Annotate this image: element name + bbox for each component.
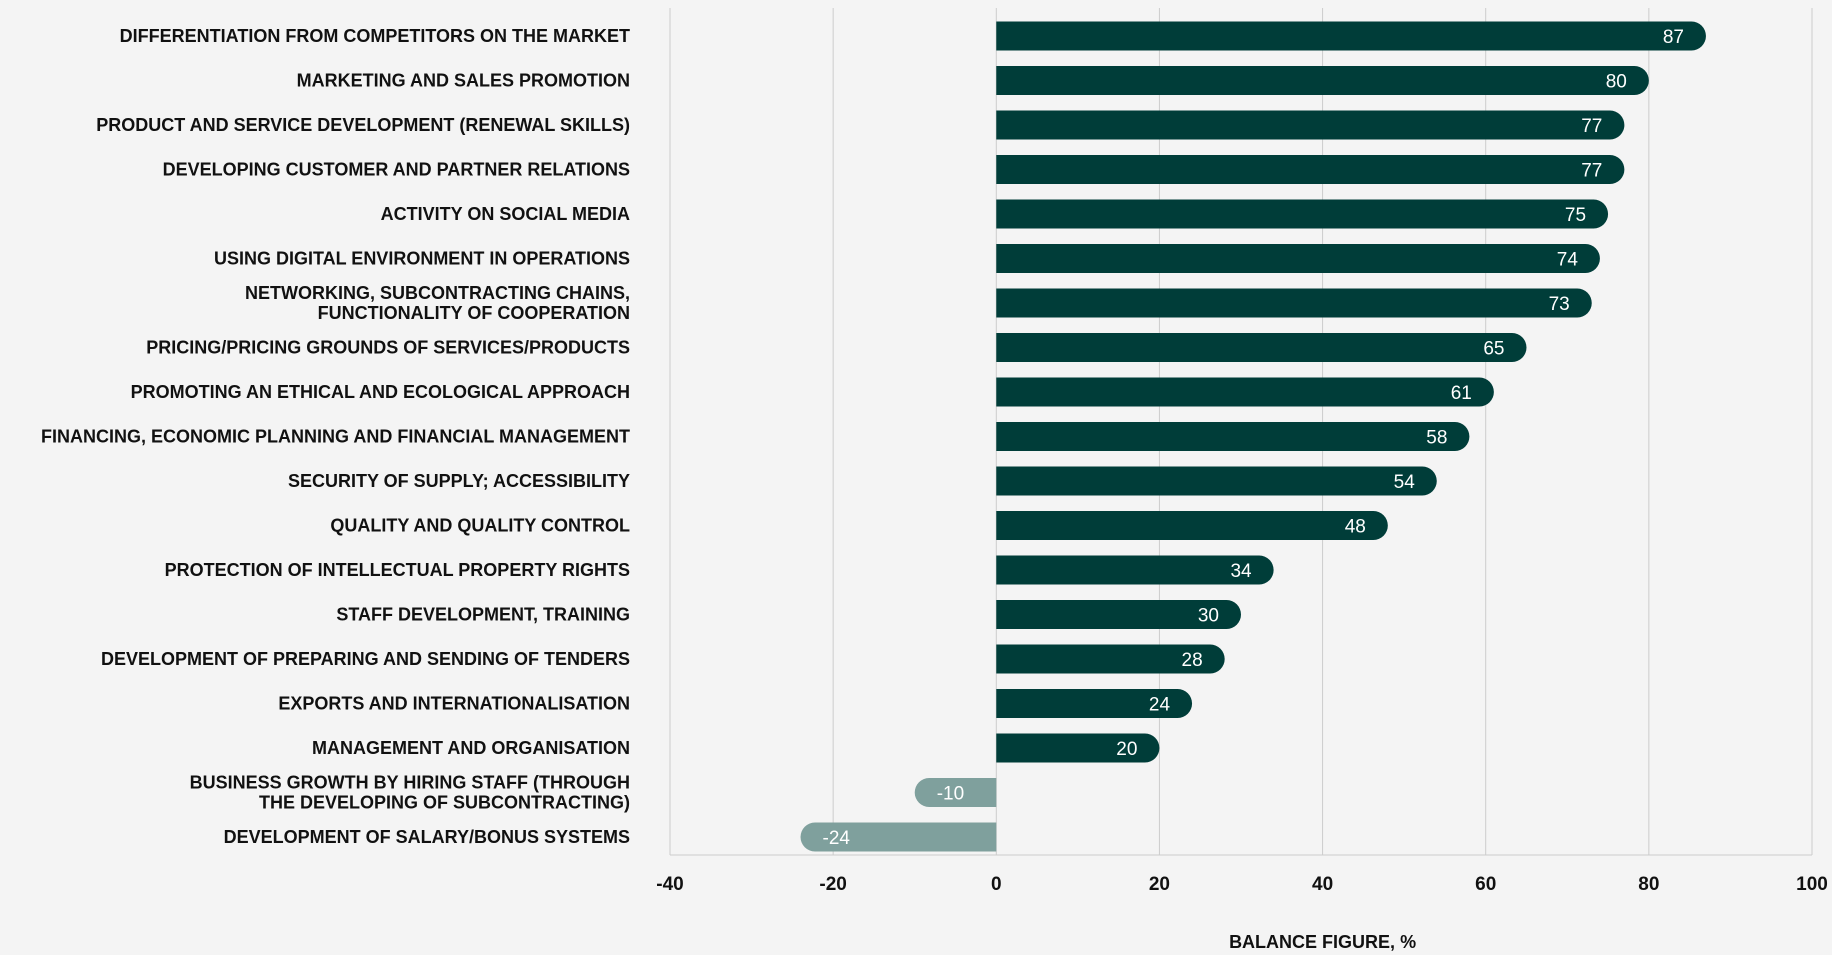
x-tick-label: 40 [1312, 874, 1333, 895]
category-label-line: DIFFERENTIATION FROM COMPETITORS ON THE … [120, 26, 630, 46]
category-label-line: NETWORKING, SUBCONTRACTING CHAINS, [245, 283, 630, 303]
bar-value-label: 34 [1230, 561, 1252, 582]
bar-value-label: 65 [1483, 339, 1504, 360]
bar [996, 155, 1625, 184]
category-label-line: MANAGEMENT AND ORGANISATION [312, 738, 630, 758]
bar [996, 644, 1225, 674]
category-label: USING DIGITAL ENVIRONMENT IN OPERATIONS [214, 249, 630, 269]
bar [996, 244, 1600, 273]
category-label: DEVELOPMENT OF PREPARING AND SENDING OF … [101, 649, 630, 669]
category-labels: DIFFERENTIATION FROM COMPETITORS ON THE … [41, 26, 630, 847]
bar-value-label: 24 [1149, 695, 1171, 716]
bar [996, 377, 1494, 407]
category-label-line: PROMOTING AN ETHICAL AND ECOLOGICAL APPR… [131, 382, 630, 402]
bar-value-label: 74 [1557, 250, 1579, 271]
bar [996, 422, 1470, 451]
x-tick-label: 100 [1796, 874, 1828, 895]
category-label: DEVELOPING CUSTOMER AND PARTNER RELATION… [163, 160, 630, 180]
category-label-line: DEVELOPMENT OF PREPARING AND SENDING OF … [101, 649, 630, 669]
bar-value-label: 77 [1581, 116, 1602, 137]
category-label: PROTECTION OF INTELLECTUAL PROPERTY RIGH… [165, 560, 630, 580]
bar [996, 600, 1241, 629]
bar-value-label: 73 [1549, 294, 1570, 315]
category-label: SECURITY OF SUPPLY; ACCESSIBILITY [288, 471, 630, 491]
bar-value-label: 77 [1581, 161, 1602, 182]
bar-value-label: 54 [1394, 472, 1416, 493]
bar [996, 21, 1706, 51]
category-label: STAFF DEVELOPMENT, TRAINING [336, 605, 630, 625]
bar-value-label: 30 [1198, 606, 1219, 627]
bar [996, 333, 1527, 362]
category-label-line: FUNCTIONALITY OF COOPERATION [318, 303, 630, 323]
bar [996, 66, 1649, 95]
category-label: MANAGEMENT AND ORGANISATION [312, 738, 630, 758]
category-label: DIFFERENTIATION FROM COMPETITORS ON THE … [120, 26, 630, 46]
category-label: EXPORTS AND INTERNATIONALISATION [278, 694, 630, 714]
x-tick-label: 20 [1149, 874, 1170, 895]
category-label-line: FINANCING, ECONOMIC PLANNING AND FINANCI… [41, 427, 630, 447]
category-label: DEVELOPMENT OF SALARY/BONUS SYSTEMS [224, 827, 630, 847]
x-tick-label: 60 [1475, 874, 1496, 895]
bar-value-label: 48 [1345, 517, 1366, 538]
bar [996, 110, 1625, 140]
bar-value-label: 58 [1426, 428, 1447, 449]
x-tick-label: -20 [819, 874, 846, 895]
category-label-line: STAFF DEVELOPMENT, TRAINING [336, 605, 630, 625]
bar [996, 733, 1160, 763]
bar-value-label: 61 [1451, 383, 1472, 404]
bar [996, 555, 1274, 585]
bar-value-label: 28 [1182, 650, 1203, 671]
category-label-line: BUSINESS GROWTH BY HIRING STAFF (THROUGH [190, 773, 630, 793]
bar-value-label: 87 [1663, 27, 1684, 48]
category-label-line: DEVELOPING CUSTOMER AND PARTNER RELATION… [163, 160, 630, 180]
category-label-line: PRICING/PRICING GROUNDS OF SERVICES/PROD… [146, 338, 630, 358]
x-tick-label: -40 [656, 874, 683, 895]
category-label-line: PRODUCT AND SERVICE DEVELOPMENT (RENEWAL… [96, 115, 630, 135]
bar-value-label: -10 [937, 784, 964, 805]
category-label: QUALITY AND QUALITY CONTROL [330, 516, 630, 536]
category-label-line: PROTECTION OF INTELLECTUAL PROPERTY RIGH… [165, 560, 630, 580]
bar [914, 778, 997, 807]
category-label-line: ACTIVITY ON SOCIAL MEDIA [381, 204, 630, 224]
bar [996, 288, 1592, 318]
category-label: ACTIVITY ON SOCIAL MEDIA [381, 204, 630, 224]
category-label-line: THE DEVELOPING OF SUBCONTRACTING) [259, 793, 630, 813]
bar [996, 466, 1437, 496]
x-tick-label: 0 [991, 874, 1002, 895]
category-label: MARKETING AND SALES PROMOTION [297, 71, 630, 91]
category-label-line: USING DIGITAL ENVIRONMENT IN OPERATIONS [214, 249, 630, 269]
category-label-line: DEVELOPMENT OF SALARY/BONUS SYSTEMS [224, 827, 630, 847]
bars: 87 80 77 77 75 74 73 65 61 58 54 48 34 30 28 24 20 -10 -24 [800, 21, 1706, 852]
bar [996, 511, 1388, 540]
category-label-line: MARKETING AND SALES PROMOTION [297, 71, 630, 91]
category-label: PRICING/PRICING GROUNDS OF SERVICES/PROD… [146, 338, 630, 358]
category-label: BUSINESS GROWTH BY HIRING STAFF (THROUGH… [190, 773, 630, 813]
bar-value-label: 20 [1116, 739, 1137, 760]
x-tick-label: 80 [1638, 874, 1659, 895]
bar [996, 689, 1193, 718]
category-label-line: EXPORTS AND INTERNATIONALISATION [278, 694, 630, 714]
category-label-line: SECURITY OF SUPPLY; ACCESSIBILITY [288, 471, 630, 491]
category-label: FINANCING, ECONOMIC PLANNING AND FINANCI… [41, 427, 630, 447]
bar-value-label: -24 [823, 828, 851, 849]
bar [996, 199, 1609, 229]
x-tick-labels: -40 -20 0 20 40 60 80 100 [656, 874, 1828, 895]
category-label: PRODUCT AND SERVICE DEVELOPMENT (RENEWAL… [96, 115, 630, 135]
category-label: PROMOTING AN ETHICAL AND ECOLOGICAL APPR… [131, 382, 630, 402]
bar-value-label: 75 [1565, 205, 1586, 226]
category-label-line: QUALITY AND QUALITY CONTROL [330, 516, 630, 536]
bar-value-label: 80 [1606, 72, 1627, 93]
category-label: NETWORKING, SUBCONTRACTING CHAINS, FUNCTI… [245, 283, 630, 323]
x-axis-title: BALANCE FIGURE, % [1229, 932, 1416, 952]
bar [800, 822, 997, 852]
